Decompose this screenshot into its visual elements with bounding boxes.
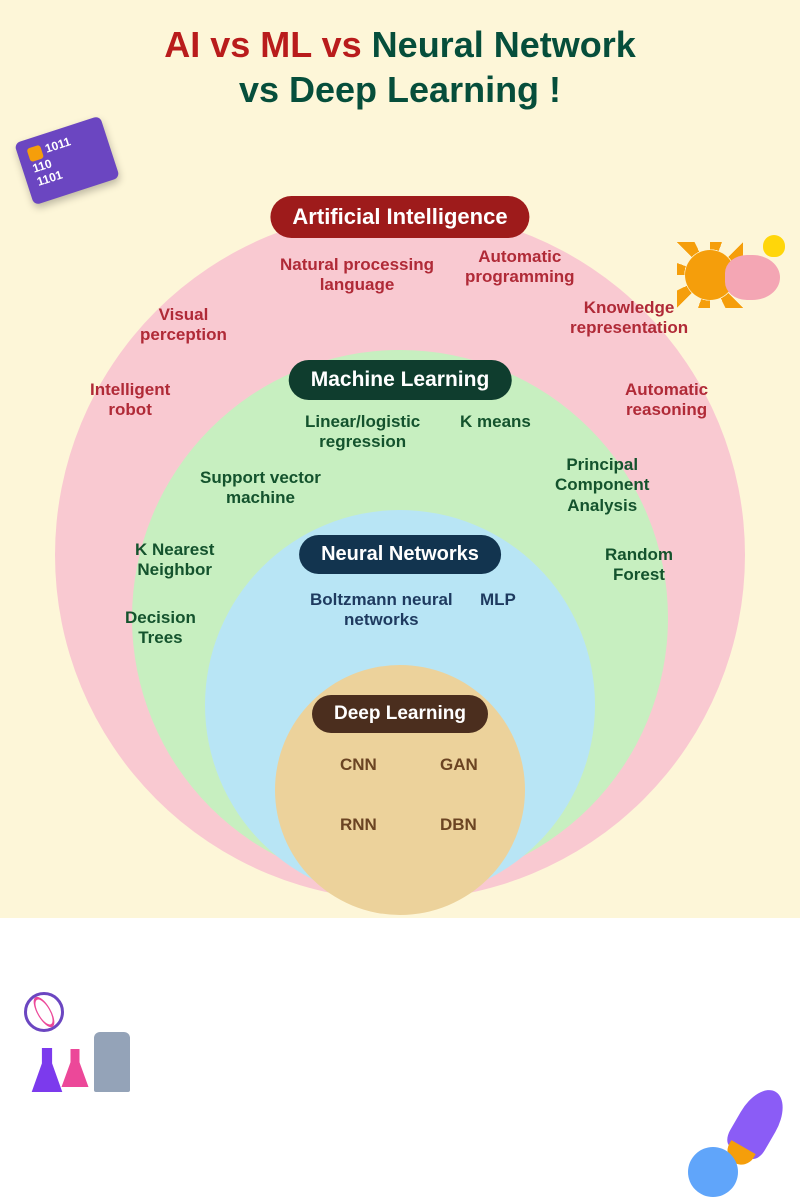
dl-label-pill: Deep Learning <box>312 695 488 733</box>
lab-equipment-icon <box>20 992 130 1092</box>
title-part1: AI vs ML vs <box>164 24 371 65</box>
nn-term-0: Boltzmann neural networks <box>310 590 453 631</box>
dl-term-3: DBN <box>440 815 477 835</box>
ml-term-3: Principal Component Analysis <box>555 455 649 516</box>
ai-term-1: Automatic programming <box>465 247 575 288</box>
nn-term-1: MLP <box>480 590 516 610</box>
ml-term-1: K means <box>460 412 531 432</box>
dl-term-0: CNN <box>340 755 377 775</box>
ai-term-2: Visual perception <box>140 305 227 346</box>
page-title: AI vs ML vs Neural Network vs Deep Learn… <box>0 0 800 112</box>
ai-term-4: Intelligent robot <box>90 380 170 421</box>
title-part2: Neural Network <box>372 24 636 65</box>
rocket-gear-icon <box>688 1087 788 1197</box>
ml-term-6: Decision Trees <box>125 608 196 649</box>
dl-term-2: RNN <box>340 815 377 835</box>
ml-term-4: K Nearest Neighbor <box>135 540 214 581</box>
ml-term-0: Linear/logistic regression <box>305 412 420 453</box>
ai-term-0: Natural processing language <box>280 255 434 296</box>
ai-term-3: Knowledge representation <box>570 298 688 339</box>
ai-term-5: Automatic reasoning <box>625 380 708 421</box>
dl-term-1: GAN <box>440 755 478 775</box>
ai-label-pill: Artificial Intelligence <box>270 196 529 238</box>
ml-label-pill: Machine Learning <box>289 360 512 400</box>
title-part3: vs Deep Learning ! <box>239 69 561 110</box>
ml-term-5: Random Forest <box>605 545 673 586</box>
book-binary-text: 1011 110 1101 <box>31 134 73 188</box>
ml-term-2: Support vector machine <box>200 468 321 509</box>
brain-gear-bulb-icon <box>685 240 785 320</box>
nn-label-pill: Neural Networks <box>299 535 501 574</box>
